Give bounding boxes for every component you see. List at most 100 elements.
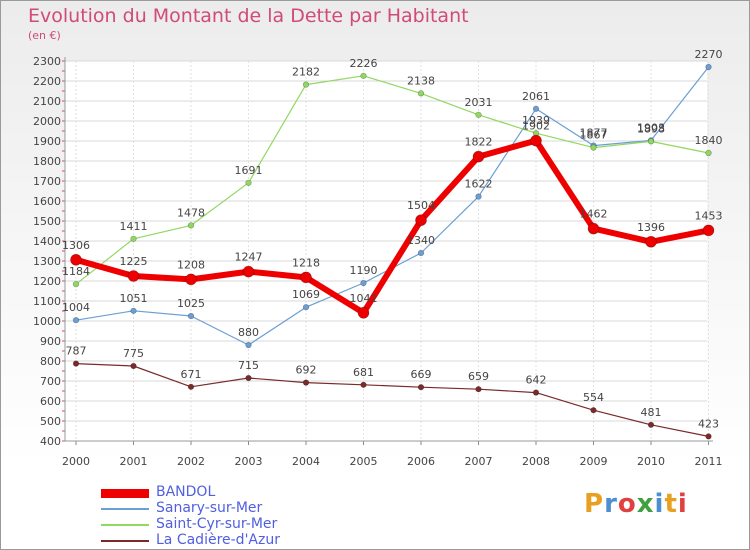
- y-tick-label: 2000: [33, 115, 61, 128]
- data-point-la-cadiere-d-azur: [475, 386, 482, 393]
- logo-letter: P: [584, 489, 605, 519]
- data-label-saint-cyr-sur-mer: 1898: [637, 122, 665, 135]
- plot-area: [65, 61, 707, 441]
- data-point-saint-cyr-sur-mer: [647, 138, 655, 145]
- data-label-sanary-sur-mer: 1903: [637, 121, 665, 134]
- data-label-bandol: 1453: [695, 209, 723, 222]
- y-tick-label: 1100: [33, 295, 61, 308]
- data-point-sanary-sur-mer: [417, 249, 425, 257]
- data-label-bandol: 1306: [62, 239, 90, 252]
- data-label-la-cadiere-d-azur: 642: [526, 374, 547, 387]
- y-tick-label: 2100: [33, 95, 61, 108]
- data-point-sanary-sur-mer: [475, 193, 482, 200]
- data-label-bandol: 1218: [292, 256, 320, 269]
- x-tick-label: 2009: [580, 455, 608, 468]
- data-point-bandol: [300, 271, 312, 284]
- legend-label: Sanary-sur-Mer: [156, 500, 263, 516]
- data-label-bandol: 1504: [407, 199, 435, 212]
- x-tick-label: 2004: [292, 455, 320, 468]
- y-tick-label: 600: [40, 395, 61, 408]
- data-point-saint-cyr-sur-mer: [187, 222, 195, 229]
- data-label-la-cadiere-d-azur: 554: [583, 391, 604, 404]
- logo-letter: o: [617, 489, 637, 519]
- data-label-saint-cyr-sur-mer: 2031: [465, 96, 493, 109]
- data-label-la-cadiere-d-azur: 423: [698, 417, 719, 430]
- y-tick-label: 800: [40, 355, 61, 368]
- data-point-la-cadiere-d-azur: [647, 421, 655, 428]
- data-label-sanary-sur-mer: 880: [238, 326, 259, 339]
- x-tick-label: 2006: [407, 455, 435, 468]
- logo-letter: x: [636, 489, 655, 519]
- legend-label: La Cadière-d'Azur: [156, 532, 280, 548]
- data-label-la-cadiere-d-azur: 715: [238, 359, 259, 372]
- data-point-bandol: [587, 222, 600, 235]
- data-point-saint-cyr-sur-mer: [245, 179, 252, 186]
- data-point-la-cadiere-d-azur: [130, 362, 137, 370]
- data-point-bandol: [242, 265, 255, 278]
- data-label-bandol: 1041: [350, 292, 378, 305]
- y-tick-label: 1000: [33, 315, 61, 328]
- data-point-saint-cyr-sur-mer: [130, 235, 137, 242]
- series-line-la-cadiere-d-azur: [75, 363, 709, 437]
- logo-letter: i: [654, 489, 665, 519]
- y-tick-label: 1900: [33, 135, 61, 148]
- data-label-saint-cyr-sur-mer: 1867: [580, 129, 608, 142]
- y-tick-label: 1300: [33, 255, 61, 268]
- data-point-sanary-sur-mer: [130, 307, 137, 314]
- data-point-sanary-sur-mer: [360, 279, 367, 287]
- data-point-bandol: [415, 214, 427, 226]
- data-point-bandol: [70, 253, 82, 266]
- data-label-saint-cyr-sur-mer: 1691: [235, 164, 263, 177]
- data-point-la-cadiere-d-azur: [72, 360, 80, 367]
- legend-swatch: [101, 508, 149, 510]
- legend-swatch: [101, 524, 149, 526]
- data-point-la-cadiere-d-azur: [302, 379, 310, 386]
- data-label-bandol: 1396: [637, 221, 665, 234]
- data-label-sanary-sur-mer: 2270: [695, 48, 723, 61]
- data-label-bandol: 1225: [120, 255, 148, 268]
- data-label-sanary-sur-mer: 1051: [120, 292, 148, 305]
- legend-swatch: [101, 488, 149, 498]
- data-label-bandol: 1822: [465, 136, 493, 149]
- y-tick-label: 1800: [33, 155, 61, 168]
- logo-letter: i: [677, 489, 688, 519]
- data-label-sanary-sur-mer: 1190: [350, 264, 378, 277]
- data-point-la-cadiere-d-azur: [245, 374, 252, 382]
- y-tick-label: 1600: [33, 195, 61, 208]
- data-label-saint-cyr-sur-mer: 2226: [350, 57, 378, 70]
- data-label-saint-cyr-sur-mer: 2138: [407, 74, 435, 87]
- data-point-sanary-sur-mer: [72, 317, 80, 324]
- data-point-sanary-sur-mer: [302, 304, 310, 311]
- x-tick-label: 2001: [120, 455, 148, 468]
- data-label-saint-cyr-sur-mer: 1939: [522, 114, 550, 127]
- data-point-sanary-sur-mer: [245, 341, 252, 349]
- proxiti-logo: Proxiti: [584, 489, 688, 519]
- data-point-la-cadiere-d-azur: [360, 381, 367, 388]
- data-label-bandol: 1462: [580, 208, 608, 221]
- data-label-sanary-sur-mer: 1069: [292, 288, 320, 301]
- data-point-saint-cyr-sur-mer: [705, 149, 712, 157]
- data-point-saint-cyr-sur-mer: [360, 72, 367, 79]
- data-label-sanary-sur-mer: 1004: [62, 301, 90, 314]
- data-label-sanary-sur-mer: 2061: [522, 90, 550, 103]
- legend-label: Saint-Cyr-sur-Mer: [156, 516, 278, 532]
- x-tick-label: 2010: [637, 455, 665, 468]
- data-label-saint-cyr-sur-mer: 1411: [120, 220, 148, 233]
- chart-unit: (en €): [28, 29, 61, 42]
- legend-label: BANDOL: [156, 484, 216, 500]
- data-point-saint-cyr-sur-mer: [417, 90, 425, 97]
- data-point-bandol: [185, 273, 197, 286]
- y-tick-label: 1200: [33, 275, 61, 288]
- data-point-sanary-sur-mer: [705, 63, 712, 71]
- data-point-bandol: [645, 236, 657, 248]
- data-point-saint-cyr-sur-mer: [590, 144, 597, 151]
- x-tick-label: 2007: [465, 455, 493, 468]
- data-label-la-cadiere-d-azur: 481: [641, 406, 662, 419]
- x-tick-label: 2011: [695, 455, 723, 468]
- y-tick-label: 1400: [33, 235, 61, 248]
- data-label-la-cadiere-d-azur: 775: [123, 347, 144, 360]
- y-tick-label: 900: [40, 335, 61, 348]
- data-label-la-cadiere-d-azur: 671: [181, 368, 202, 381]
- data-point-la-cadiere-d-azur: [590, 407, 597, 414]
